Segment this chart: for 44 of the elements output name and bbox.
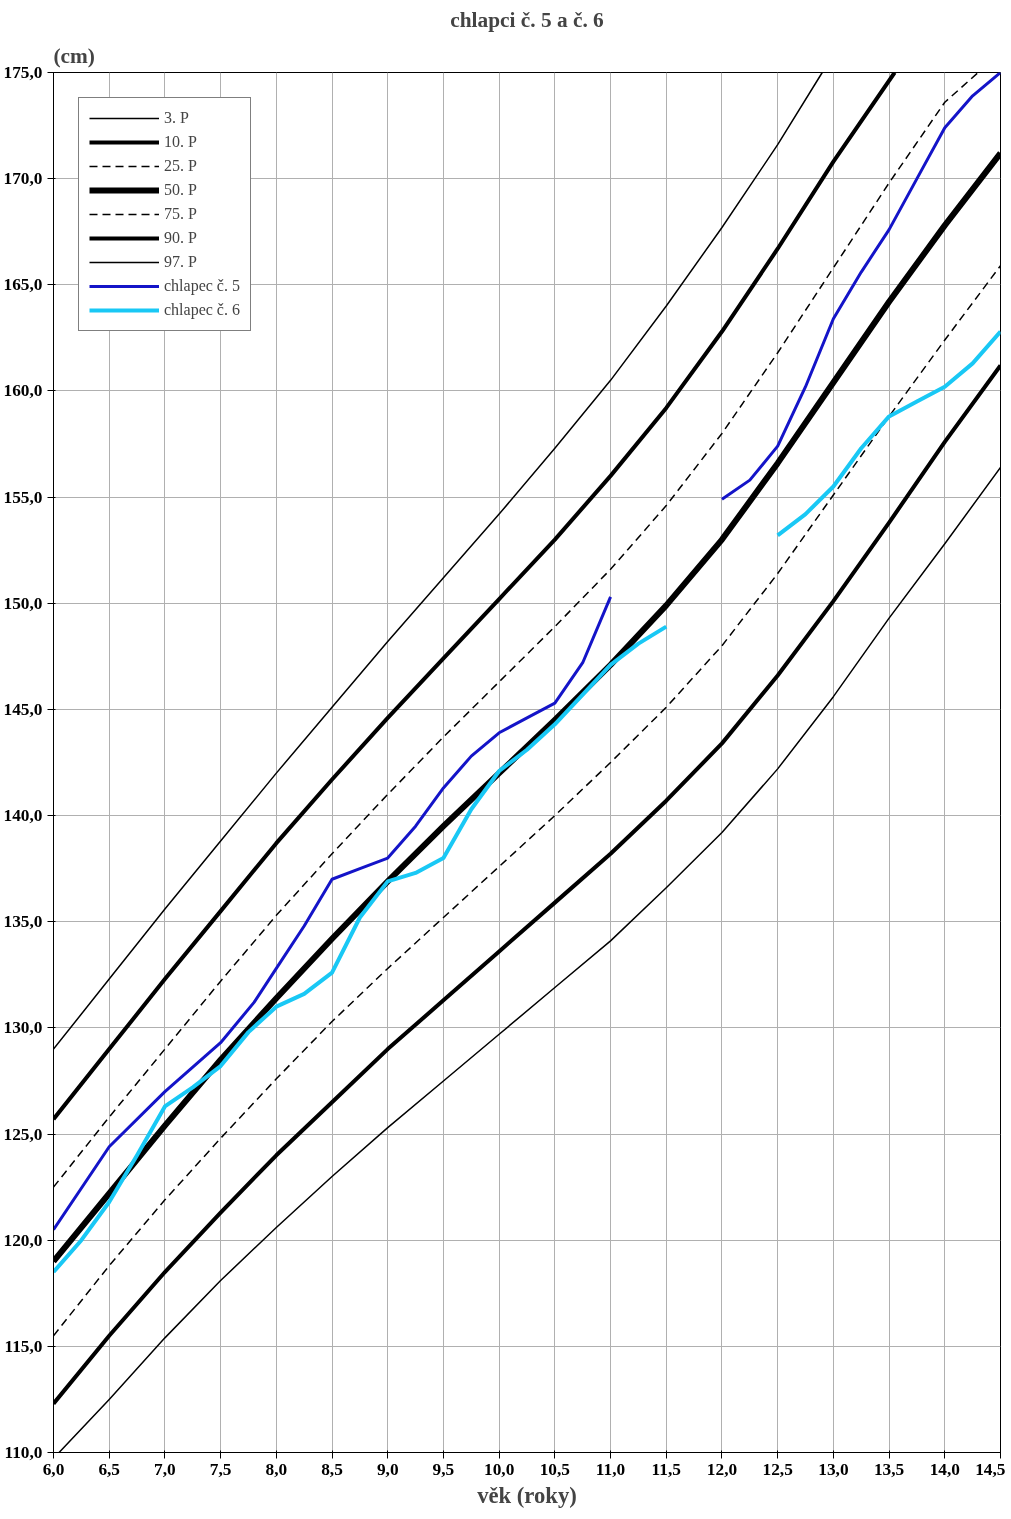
legend-label: chlapec č. 6 [164, 301, 240, 319]
x-tick-label: 12,0 [706, 1459, 738, 1479]
y-tick-label: 145,0 [3, 699, 43, 719]
y-tick-label: 160,0 [3, 381, 43, 401]
x-tick-label: 12,5 [762, 1459, 794, 1479]
x-tick-label: 7,0 [154, 1459, 176, 1479]
legend-label: 50. P [164, 181, 197, 199]
legend-label: 75. P [164, 205, 197, 223]
y-tick-label: 125,0 [3, 1124, 43, 1144]
x-axis-title: věk (roky) [477, 1482, 577, 1508]
x-tick-label: 10,5 [539, 1459, 571, 1479]
y-tick-label: 140,0 [3, 806, 43, 826]
x-tick-label: 8,0 [265, 1459, 288, 1479]
x-tick-label: 11,5 [651, 1459, 682, 1479]
x-tick-label: 9,0 [376, 1459, 399, 1479]
y-tick-label: 120,0 [3, 1230, 43, 1250]
y-tick-label: 135,0 [3, 912, 43, 932]
legend-label: 3. P [164, 109, 189, 127]
y-axis-title: (cm) [53, 43, 95, 68]
y-tick-label: 130,0 [3, 1018, 43, 1038]
legend-label: 97. P [164, 253, 197, 271]
x-tick-label: 8,5 [321, 1459, 344, 1479]
x-tick-label: 14,0 [929, 1459, 960, 1479]
legend-label: 25. P [164, 157, 197, 175]
x-tick-label: 11,0 [595, 1459, 626, 1479]
y-tick-label: 165,0 [3, 275, 43, 295]
y-tick-label: 150,0 [3, 593, 43, 613]
y-tick-label: 155,0 [3, 487, 43, 507]
legend-label: 10. P [164, 133, 197, 151]
y-tick-label: 175,0 [3, 63, 43, 82]
y-tick-label: 170,0 [3, 169, 43, 189]
legend-label: chlapec č. 5 [164, 277, 240, 295]
x-tick-label: 6,5 [98, 1459, 121, 1479]
x-tick-label: 7,5 [209, 1459, 232, 1479]
x-tick-label: 14,5 [975, 1459, 1006, 1479]
y-tick-label: 110,0 [4, 1443, 43, 1462]
x-tick-label: 13,0 [818, 1459, 849, 1479]
x-tick-label: 9,5 [432, 1459, 455, 1479]
x-tick-label: 13,5 [873, 1459, 905, 1479]
x-tick-label: 10,0 [483, 1459, 515, 1479]
chart-title: chlapci č. 5 a č. 6 [450, 7, 605, 32]
x-tick-label: 6,0 [42, 1459, 65, 1479]
legend-label: 90. P [164, 229, 197, 247]
y-tick-label: 115,0 [4, 1336, 43, 1356]
